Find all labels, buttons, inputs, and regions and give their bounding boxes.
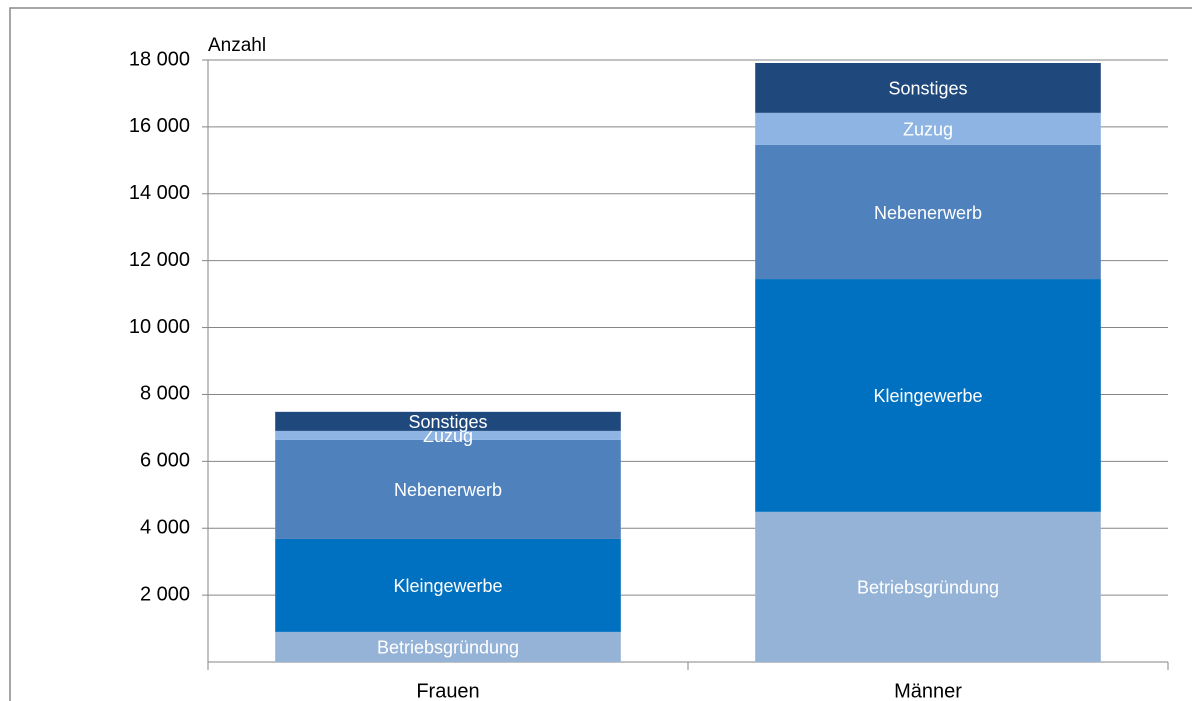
y-tick-label: 2 000 — [140, 583, 190, 605]
segment-label: Sonstiges — [888, 79, 967, 99]
y-tick-label: 10 000 — [129, 316, 190, 338]
segment-label: Nebenerwerb — [394, 480, 502, 500]
bar-segment — [275, 631, 621, 662]
bar-segment — [275, 439, 621, 539]
bar-segment — [755, 112, 1101, 145]
x-tick-label: Männer — [894, 680, 962, 701]
chart-frame — [9, 7, 1192, 701]
y-tick-label: 4 000 — [140, 517, 190, 539]
y-tick-label: 8 000 — [140, 383, 190, 405]
y-tick-label: 16 000 — [129, 115, 190, 137]
bar-segment — [755, 63, 1101, 113]
x-tick-label: Frauen — [416, 680, 479, 701]
bar-segment — [275, 538, 621, 632]
y-tick-label: 14 000 — [129, 182, 190, 204]
segment-label: Sonstiges — [408, 412, 487, 432]
segment-label: Kleingewerbe — [873, 386, 982, 406]
segment-label: Zuzug — [423, 426, 473, 446]
y-tick-label: 6 000 — [140, 450, 190, 472]
segment-label: Betriebsgründung — [377, 638, 519, 658]
bar-segment — [755, 511, 1101, 662]
y-tick-label: 18 000 — [129, 48, 190, 70]
segment-label: Zuzug — [903, 120, 953, 140]
segment-label: Betriebsgründung — [857, 578, 999, 598]
bar-segment — [755, 144, 1101, 280]
y-tick-label: 12 000 — [129, 249, 190, 271]
segment-label: Nebenerwerb — [874, 203, 982, 223]
bar-segment — [275, 430, 621, 440]
y-axis-label: Anzahl — [208, 35, 266, 56]
bar-segment — [275, 411, 621, 431]
bar-segment — [755, 279, 1101, 512]
segment-label: Kleingewerbe — [393, 576, 502, 596]
